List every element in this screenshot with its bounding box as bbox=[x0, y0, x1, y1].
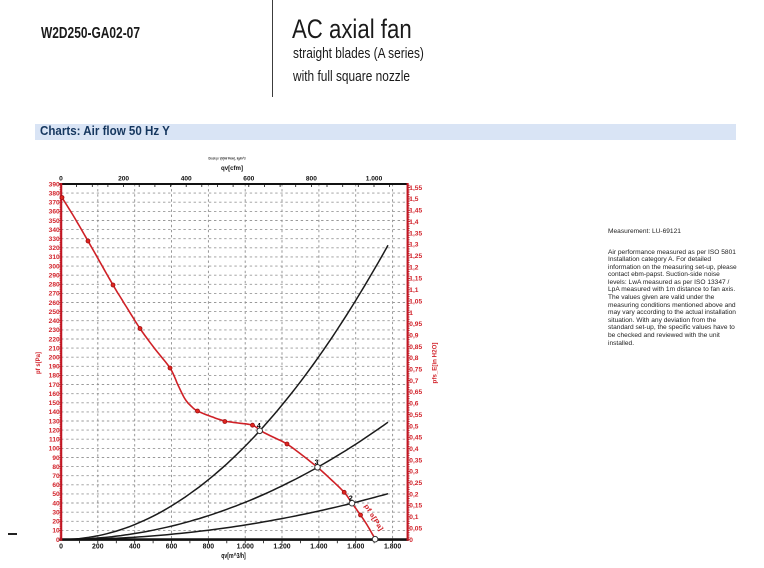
svg-text:200: 200 bbox=[118, 176, 129, 183]
svg-text:250: 250 bbox=[49, 309, 60, 316]
svg-text:0,15: 0,15 bbox=[409, 503, 422, 510]
svg-text:3: 3 bbox=[315, 460, 319, 467]
svg-text:30: 30 bbox=[52, 510, 60, 517]
svg-text:600: 600 bbox=[243, 176, 254, 183]
svg-text:4: 4 bbox=[257, 423, 261, 430]
svg-text:1,25: 1,25 bbox=[409, 253, 422, 260]
svg-text:300: 300 bbox=[49, 263, 60, 270]
svg-text:pf s[Pa]: pf s[Pa] bbox=[36, 352, 42, 374]
svg-text:pfs_E[in H2O]: pfs_E[in H2O] bbox=[432, 343, 439, 384]
svg-text:110: 110 bbox=[49, 437, 60, 444]
svg-text:1,15: 1,15 bbox=[409, 276, 422, 283]
svg-text:0,4: 0,4 bbox=[409, 446, 418, 453]
svg-text:330: 330 bbox=[49, 236, 60, 243]
svg-text:0,45: 0,45 bbox=[409, 435, 422, 442]
svg-text:230: 230 bbox=[49, 327, 60, 334]
svg-text:0,95: 0,95 bbox=[409, 321, 422, 328]
svg-text:290: 290 bbox=[49, 273, 60, 280]
svg-text:0,1: 0,1 bbox=[409, 514, 418, 521]
svg-text:200: 200 bbox=[92, 544, 104, 551]
svg-text:60: 60 bbox=[52, 482, 60, 489]
svg-text:90: 90 bbox=[52, 455, 60, 462]
svg-text:0,5: 0,5 bbox=[409, 423, 418, 430]
svg-text:0,55: 0,55 bbox=[409, 412, 422, 419]
svg-text:400: 400 bbox=[181, 176, 192, 183]
svg-text:1,4: 1,4 bbox=[409, 219, 418, 226]
svg-text:pf s[Pa]: pf s[Pa] bbox=[362, 503, 384, 532]
svg-text:100: 100 bbox=[49, 446, 60, 453]
svg-text:360: 360 bbox=[49, 209, 60, 216]
svg-text:600: 600 bbox=[166, 544, 178, 551]
svg-text:280: 280 bbox=[49, 282, 60, 289]
svg-text:1.200: 1.200 bbox=[273, 544, 290, 551]
svg-text:240: 240 bbox=[49, 318, 60, 325]
svg-text:350: 350 bbox=[49, 218, 60, 225]
svg-text:270: 270 bbox=[49, 291, 60, 298]
svg-text:400: 400 bbox=[129, 544, 141, 551]
svg-text:380: 380 bbox=[49, 190, 60, 197]
svg-text:340: 340 bbox=[49, 227, 60, 234]
svg-text:310: 310 bbox=[49, 254, 60, 261]
svg-text:260: 260 bbox=[49, 300, 60, 307]
svg-text:170: 170 bbox=[49, 382, 60, 389]
svg-text:0,6: 0,6 bbox=[409, 401, 418, 408]
svg-text:1,1: 1,1 bbox=[409, 287, 418, 294]
svg-text:0,05: 0,05 bbox=[409, 525, 422, 532]
svg-text:130: 130 bbox=[49, 418, 60, 425]
svg-text:800: 800 bbox=[203, 544, 215, 551]
svg-text:320: 320 bbox=[49, 245, 60, 252]
svg-text:0,85: 0,85 bbox=[409, 344, 422, 351]
svg-text:390: 390 bbox=[49, 181, 60, 188]
svg-text:2: 2 bbox=[349, 496, 353, 503]
svg-text:1,5: 1,5 bbox=[409, 196, 418, 203]
svg-text:0,8: 0,8 bbox=[409, 355, 418, 362]
svg-text:1,05: 1,05 bbox=[409, 298, 422, 305]
svg-text:1,3: 1,3 bbox=[409, 242, 418, 249]
svg-text:1,45: 1,45 bbox=[409, 208, 422, 215]
svg-text:Druck p / qV[Air Flow] , kg/m^: Druck p / qV[Air Flow] , kg/m^3 bbox=[209, 156, 246, 161]
svg-text:0,65: 0,65 bbox=[409, 389, 422, 396]
svg-text:10: 10 bbox=[52, 528, 60, 535]
svg-text:220: 220 bbox=[49, 336, 60, 343]
svg-text:0,75: 0,75 bbox=[409, 367, 422, 374]
svg-text:50: 50 bbox=[52, 491, 60, 498]
svg-text:1.400: 1.400 bbox=[310, 544, 327, 551]
svg-text:1: 1 bbox=[409, 310, 413, 317]
svg-text:1.600: 1.600 bbox=[347, 544, 364, 551]
svg-text:190: 190 bbox=[49, 364, 60, 371]
svg-text:qv[m^3/h]: qv[m^3/h] bbox=[221, 552, 246, 560]
svg-text:0,3: 0,3 bbox=[409, 469, 418, 476]
svg-text:0,25: 0,25 bbox=[409, 480, 422, 487]
svg-text:0: 0 bbox=[59, 176, 63, 183]
svg-text:1.000: 1.000 bbox=[237, 544, 254, 551]
svg-text:120: 120 bbox=[49, 427, 60, 434]
svg-text:180: 180 bbox=[49, 373, 60, 380]
svg-text:0,7: 0,7 bbox=[409, 378, 418, 385]
svg-text:0,9: 0,9 bbox=[409, 333, 418, 340]
svg-text:370: 370 bbox=[49, 200, 60, 207]
svg-text:1.800: 1.800 bbox=[384, 544, 401, 551]
svg-text:80: 80 bbox=[52, 464, 60, 471]
svg-text:800: 800 bbox=[306, 176, 317, 183]
svg-text:0: 0 bbox=[409, 537, 413, 544]
svg-text:0,35: 0,35 bbox=[409, 457, 422, 464]
svg-text:1,35: 1,35 bbox=[409, 230, 422, 237]
svg-text:150: 150 bbox=[49, 400, 60, 407]
svg-text:0: 0 bbox=[56, 537, 60, 544]
svg-text:20: 20 bbox=[52, 519, 60, 526]
svg-text:160: 160 bbox=[49, 391, 60, 398]
svg-text:1,2: 1,2 bbox=[409, 264, 418, 271]
svg-text:qv[cfm]: qv[cfm] bbox=[221, 165, 243, 172]
svg-text:40: 40 bbox=[52, 500, 60, 507]
svg-text:1.000: 1.000 bbox=[366, 176, 383, 183]
svg-text:70: 70 bbox=[52, 473, 60, 480]
svg-text:0: 0 bbox=[59, 544, 63, 551]
svg-text:140: 140 bbox=[49, 409, 60, 416]
svg-text:0,2: 0,2 bbox=[409, 491, 418, 498]
svg-text:200: 200 bbox=[49, 355, 60, 362]
svg-text:1,55: 1,55 bbox=[409, 185, 422, 192]
svg-text:210: 210 bbox=[49, 345, 60, 352]
